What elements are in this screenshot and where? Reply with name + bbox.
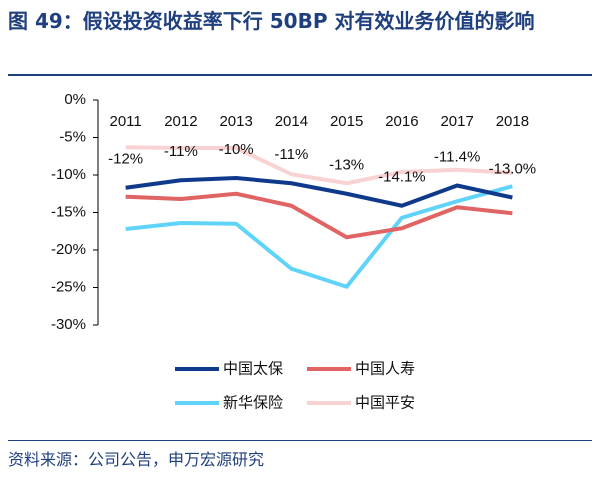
y-tick-label: -25% xyxy=(51,278,86,295)
x-tick-label: 2016 xyxy=(385,113,418,130)
series-line xyxy=(125,184,513,289)
data-label: -12% xyxy=(108,151,143,168)
series-line xyxy=(125,176,513,208)
y-tick-label: -30% xyxy=(51,316,86,333)
x-tick-label: 2015 xyxy=(330,113,363,130)
legend-label: 中国平安 xyxy=(355,394,415,412)
x-tick-label: 2017 xyxy=(440,113,473,130)
data-label: -11% xyxy=(164,143,198,160)
legend-label: 新华保险 xyxy=(223,394,283,412)
data-label: -10% xyxy=(219,141,254,158)
series-line xyxy=(125,145,513,186)
data-label: -13% xyxy=(329,157,364,174)
source-rule xyxy=(8,440,592,441)
y-tick-label: 0% xyxy=(64,91,86,108)
y-tick-label: -10% xyxy=(51,166,86,183)
x-tick-label: 2011 xyxy=(109,113,141,130)
data-label: -11% xyxy=(274,146,308,163)
x-tick-label: 2013 xyxy=(219,113,252,130)
title-rule xyxy=(8,74,592,76)
x-tick-label: 2014 xyxy=(275,113,308,130)
x-tick-label: 2012 xyxy=(164,113,197,130)
data-label: -13.0% xyxy=(489,160,537,177)
x-tick-label: 2018 xyxy=(496,113,529,130)
data-label: -14.1% xyxy=(378,169,426,186)
data-label: -11.4% xyxy=(434,148,480,165)
y-tick-label: -20% xyxy=(51,241,86,258)
series-line xyxy=(125,191,513,240)
y-tick-label: -15% xyxy=(51,203,86,220)
chart-title: 图 49：假设投资收益率下行 50BP 对有效业务价值的影响 xyxy=(8,9,535,33)
y-tick-label: -5% xyxy=(59,128,86,145)
legend-label: 中国太保 xyxy=(223,360,283,378)
legend-label: 中国人寿 xyxy=(355,360,415,378)
source: 资料来源：公司公告，申万宏源研究 xyxy=(8,450,265,469)
